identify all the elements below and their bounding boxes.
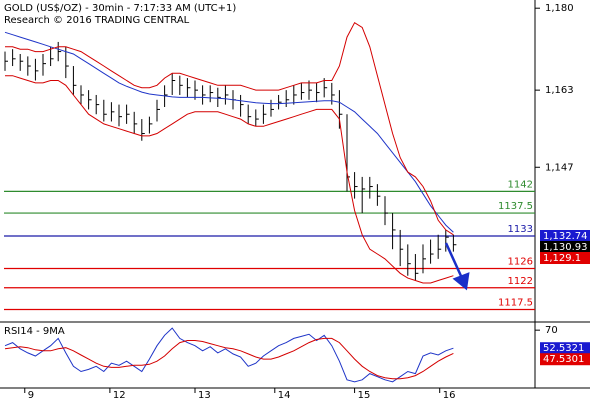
series-line	[5, 75, 454, 284]
level-label: 1142	[508, 179, 533, 190]
series-line	[4, 327, 454, 383]
series-line	[5, 21, 454, 236]
y-tick-label: 1,147	[545, 162, 574, 173]
y-tick-label: 1,180	[545, 3, 574, 14]
chart-title: GOLD (US$/OZ) - 30min - 7:17:33 AM (UTC+…	[4, 3, 236, 14]
price-box	[540, 241, 590, 254]
level-label: 1126	[508, 256, 533, 267]
y-tick-label: 70	[545, 325, 558, 336]
x-tick-label: 16	[443, 390, 456, 400]
x-tick-label: 15	[358, 390, 371, 400]
series-line	[4, 31, 454, 233]
series-line	[4, 337, 454, 380]
x-tick-label: 14	[278, 390, 291, 400]
price-box	[540, 252, 590, 265]
price-box	[540, 230, 590, 243]
level-label: 1137.5	[498, 201, 533, 212]
price-box-label: 1,129.1	[543, 253, 581, 264]
price-box-label: 1,132.74	[543, 231, 588, 242]
x-tick-label: 9	[28, 390, 34, 400]
y-tick-label: 1,163	[545, 85, 574, 96]
x-tick-label: 13	[198, 390, 211, 400]
level-label: 1133	[508, 224, 533, 235]
forecast-arrow	[444, 242, 470, 291]
level-label: 1122	[508, 276, 533, 287]
price-box-label: 52.5321	[543, 343, 584, 354]
x-tick-label: 12	[113, 390, 126, 400]
level-label: 1117.5	[498, 297, 533, 308]
rsi-title: RSI14 - 9MA	[4, 326, 65, 337]
price-box-label: 47.5301	[543, 354, 584, 365]
price-box	[540, 353, 590, 366]
price-box	[540, 342, 590, 355]
price-box-label: 1,130.93	[543, 242, 588, 253]
chart-subtitle: Research © 2016 TRADING CENTRAL	[4, 15, 190, 26]
